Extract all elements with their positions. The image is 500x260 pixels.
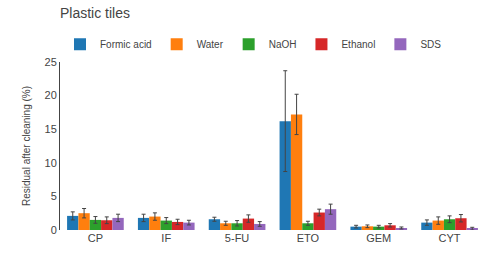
svg-text:CYT: CYT <box>439 232 461 244</box>
svg-text:5-FU: 5-FU <box>225 232 250 244</box>
svg-text:Formic acid: Formic acid <box>100 39 152 50</box>
svg-text:GEM: GEM <box>366 232 391 244</box>
svg-text:SDS: SDS <box>420 39 441 50</box>
svg-text:CP: CP <box>88 232 103 244</box>
svg-text:Plastic tiles: Plastic tiles <box>60 5 130 21</box>
svg-text:Ethanol: Ethanol <box>341 39 375 50</box>
svg-text:Residual after cleaning (%): Residual after cleaning (%) <box>21 86 32 206</box>
svg-text:5: 5 <box>51 190 57 202</box>
svg-text:20: 20 <box>45 89 57 101</box>
svg-text:0: 0 <box>51 224 57 236</box>
svg-text:10: 10 <box>45 157 57 169</box>
svg-text:Water: Water <box>197 39 224 50</box>
svg-text:IF: IF <box>161 232 171 244</box>
svg-text:15: 15 <box>45 123 57 135</box>
svg-text:NaOH: NaOH <box>269 39 297 50</box>
svg-text:ETO: ETO <box>297 232 320 244</box>
svg-text:25: 25 <box>45 56 57 68</box>
